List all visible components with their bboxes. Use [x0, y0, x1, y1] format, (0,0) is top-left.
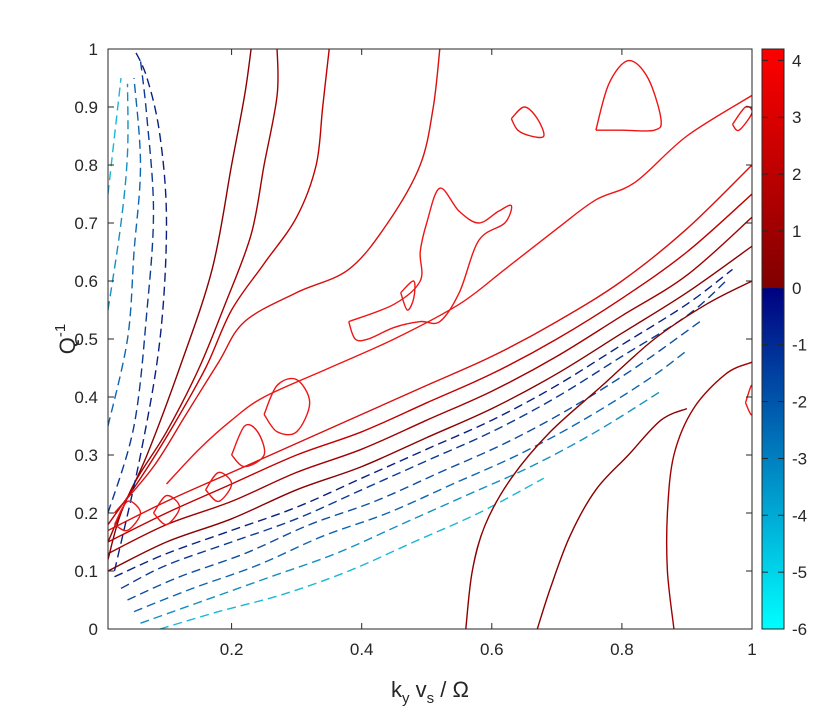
positive-contour-5	[108, 164, 752, 532]
colorbar-tick-label: -6	[792, 620, 807, 639]
y-tick-label: 0	[89, 620, 98, 639]
negative-contour-16	[108, 60, 155, 514]
x-tick-label: 0.6	[480, 640, 504, 659]
positive-contour-1	[108, 49, 279, 543]
negative-contour-17	[108, 77, 142, 427]
positive-contour-24	[510, 106, 545, 139]
negative-contour-9	[114, 268, 733, 578]
positive-contour-21	[536, 407, 688, 629]
y-axis: 0 0.1 0.2 0.3 0.4 0.5 0.6 0.7 0.8 0.9 1	[74, 40, 752, 639]
x-axis-label: ky vs / Ω	[391, 677, 469, 707]
positive-contour-23	[595, 59, 662, 132]
y-tick-label: 0.6	[74, 272, 98, 291]
y-tick-label: 0.2	[74, 504, 98, 523]
x-tick-label: 0.8	[610, 640, 634, 659]
y-tick-label: 0.8	[74, 156, 98, 175]
positive-contour-30	[152, 494, 181, 526]
positive-contour-29	[205, 471, 233, 503]
colorbar-ticks: 4 3 2 1 0 -1 -2 -3 -4 -5 -6	[762, 51, 807, 639]
y-tick-label: 0.1	[74, 562, 98, 581]
colorbar: 4 3 2 1 0 -1 -2 -3 -4 -5 -6	[761, 48, 807, 639]
y-tick-label: 0.4	[74, 388, 98, 407]
negative-contour-11	[127, 321, 701, 601]
y-tick-label: 0.3	[74, 446, 98, 465]
negative-contour-18	[108, 83, 129, 311]
negative-contour-13	[140, 390, 662, 624]
positive-contour-33	[744, 384, 752, 416]
positive-contour-32	[731, 105, 752, 132]
colorbar-frame	[761, 48, 785, 630]
positive-contour-6	[108, 193, 752, 543]
negative-contour-19	[108, 77, 122, 195]
contour-lines	[108, 49, 752, 629]
negative-contour-15	[113, 49, 168, 572]
positive-contour-28	[230, 423, 266, 468]
colorbar-tick-label: -4	[792, 506, 807, 525]
colorbar-tick-label: -1	[792, 336, 807, 355]
colorbar-tick-label: -5	[792, 563, 807, 582]
y-axis-label: Q-1	[52, 324, 80, 354]
x-tick-label: 1	[747, 640, 756, 659]
negative-contour-10	[120, 280, 727, 590]
colorbar-tick-label: 0	[792, 279, 801, 298]
y-tick-label: 0.5	[74, 330, 98, 349]
x-tick-label: 0.4	[350, 640, 374, 659]
plot-background	[108, 49, 752, 629]
positive-contour-25	[348, 187, 513, 342]
positive-contour-27	[263, 377, 311, 436]
positive-contour-4	[165, 94, 752, 485]
positive-contour-20	[465, 280, 752, 629]
y-tick-label: 1	[89, 40, 98, 59]
positive-contour-31	[113, 500, 142, 532]
positive-contour-2	[108, 49, 330, 526]
colorbar-tick-label: -3	[792, 449, 807, 468]
colorbar-tick-label: 3	[792, 108, 801, 127]
colorbar-tick-label: 1	[792, 222, 801, 241]
y-tick-label: 0.9	[74, 98, 98, 117]
colorbar-gradient	[762, 49, 784, 629]
positive-contour-3	[113, 49, 441, 514]
positive-contour-7	[108, 216, 752, 555]
positive-contour-22	[665, 361, 752, 629]
colorbar-tick-label: -2	[792, 393, 807, 412]
negative-contour-12	[133, 350, 688, 613]
negative-contour-14	[159, 477, 545, 629]
x-tick-label: 0.2	[220, 640, 244, 659]
positive-contour-26	[400, 280, 416, 311]
x-axis: 0.2 0.4 0.6 0.8 1	[220, 49, 757, 659]
colorbar-tick-label: 4	[792, 51, 801, 70]
y-tick-label: 0.7	[74, 214, 98, 233]
colorbar-tick-label: 2	[792, 165, 801, 184]
positive-contour-8	[108, 245, 752, 572]
